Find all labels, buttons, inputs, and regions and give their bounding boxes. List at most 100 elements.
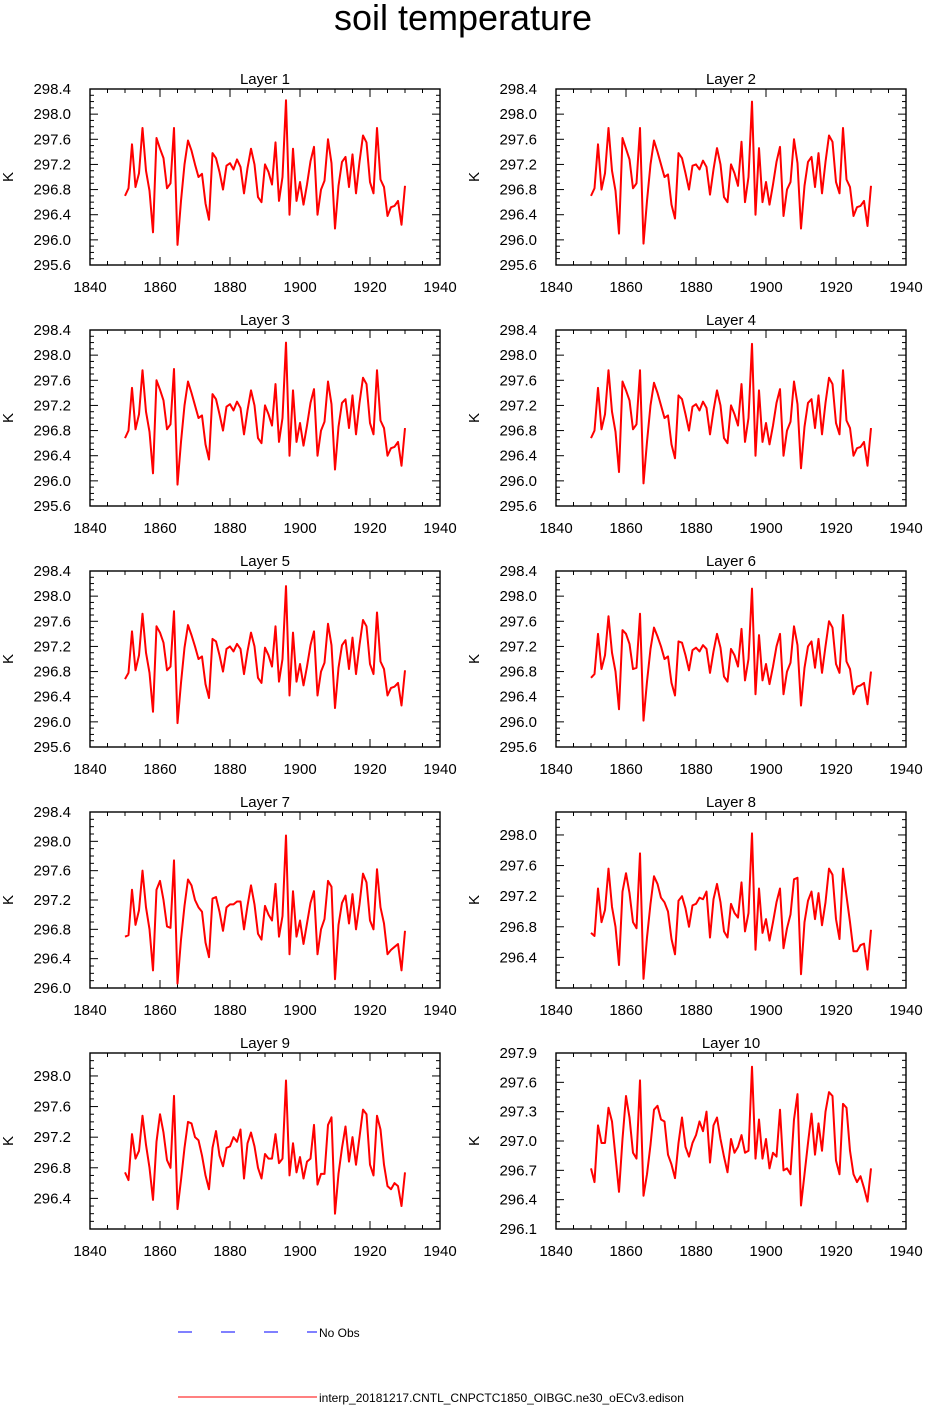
- x-tick-label: 1900: [749, 1243, 782, 1260]
- plot-frame: [89, 811, 441, 989]
- plot-frame: [89, 1052, 441, 1230]
- x-tick-label: 1840: [73, 520, 106, 537]
- chart-panel: Layer 2 K 1840 1860 1880 1900 1920 1940 295.6 296…: [466, 71, 923, 296]
- x-tick-label: 1840: [73, 1243, 106, 1260]
- y-tick-label: 295.6: [33, 739, 71, 756]
- x-tick-label: 1860: [609, 1243, 642, 1260]
- plot-frame: [555, 811, 907, 989]
- y-tick-label: 296.0: [499, 473, 537, 490]
- series-line: [590, 587, 872, 722]
- x-tick-label: 1920: [353, 1002, 386, 1019]
- x-tick-label: 1920: [353, 761, 386, 778]
- x-tick-label: 1900: [749, 279, 782, 296]
- plot-frame: [89, 329, 441, 507]
- x-tick-label: 1880: [679, 279, 712, 296]
- x-tick-label: 1880: [679, 1002, 712, 1019]
- y-tick-label: 297.2: [499, 397, 537, 414]
- series-line: [124, 341, 406, 486]
- y-tick-label: 296.0: [33, 232, 71, 249]
- x-tick-label: 1920: [353, 520, 386, 537]
- x-tick-label: 1940: [889, 520, 922, 537]
- y-axis-label: K: [466, 895, 483, 905]
- y-tick-label: 298.0: [33, 833, 71, 850]
- y-tick-label: 298.4: [33, 804, 71, 821]
- plot-frame: [89, 88, 441, 266]
- panels-group: Layer 1 K 1840 1860 1880 1900 1920 1940 295.6 296…: [0, 71, 923, 1260]
- y-tick-label: 296.8: [33, 664, 71, 681]
- panel-title: Layer 2: [706, 71, 756, 88]
- x-tick-label: 1840: [539, 1002, 572, 1019]
- y-tick-label: 296.8: [499, 423, 537, 440]
- plot-frame: [555, 329, 907, 507]
- x-tick-label: 1880: [679, 761, 712, 778]
- x-tick-label: 1940: [889, 279, 922, 296]
- legend-model-label: interp_20181217.CNTL_CNPCTC1850_OIBGC.ne…: [319, 1391, 684, 1405]
- y-tick-label: 297.6: [33, 863, 71, 880]
- series-line: [590, 342, 872, 485]
- y-tick-label: 298.4: [33, 322, 71, 339]
- x-tick-label: 1880: [213, 761, 246, 778]
- y-tick-label: 298.0: [499, 827, 537, 844]
- y-axis-label: K: [0, 172, 17, 182]
- x-tick-label: 1940: [889, 1243, 922, 1260]
- y-tick-label: 295.6: [33, 498, 71, 515]
- panel-title: Layer 3: [240, 312, 290, 329]
- chart-panel: Layer 6 K 1840 1860 1880 1900 1920 1940 295.6 296…: [466, 553, 923, 778]
- series-line: [590, 1065, 872, 1207]
- y-tick-label: 296.4: [33, 1190, 71, 1207]
- y-axis-label: K: [466, 654, 483, 664]
- legend: No Obs interp_20181217.CNTL_CNPCTC1850_O…: [178, 1326, 684, 1405]
- x-tick-label: 1900: [283, 520, 316, 537]
- x-tick-label: 1840: [539, 520, 572, 537]
- y-tick-label: 298.4: [33, 81, 71, 98]
- y-tick-label: 296.8: [499, 919, 537, 936]
- panel-title: Layer 4: [706, 312, 756, 329]
- y-tick-label: 295.6: [499, 257, 537, 274]
- y-tick-label: 297.6: [499, 1074, 537, 1091]
- y-tick-label: 296.4: [33, 448, 71, 465]
- chart-panel: Layer 10 K 1840 1860 1880 1900 1920 1940 296.1 29…: [466, 1035, 923, 1260]
- x-tick-label: 1900: [749, 1002, 782, 1019]
- y-tick-label: 296.4: [499, 949, 537, 966]
- y-tick-label: 297.2: [33, 1129, 71, 1146]
- y-tick-label: 297.0: [499, 1133, 537, 1150]
- y-tick-label: 298.0: [33, 347, 71, 364]
- y-axis-label: K: [0, 1136, 17, 1146]
- x-tick-label: 1940: [423, 279, 456, 296]
- y-tick-label: 297.3: [499, 1104, 537, 1121]
- y-tick-label: 297.2: [33, 397, 71, 414]
- y-tick-label: 296.0: [33, 980, 71, 997]
- y-tick-label: 298.0: [499, 347, 537, 364]
- plot-frame: [555, 570, 907, 748]
- y-axis-label: K: [466, 172, 483, 182]
- y-tick-label: 298.0: [499, 588, 537, 605]
- y-tick-label: 297.6: [499, 131, 537, 148]
- y-tick-label: 298.4: [499, 563, 537, 580]
- x-tick-label: 1880: [679, 520, 712, 537]
- x-tick-label: 1860: [143, 1002, 176, 1019]
- x-tick-label: 1840: [73, 1002, 106, 1019]
- y-tick-label: 296.4: [33, 689, 71, 706]
- x-tick-label: 1860: [609, 761, 642, 778]
- chart-panel: Layer 8 K 1840 1860 1880 1900 1920 1940 296.4 296…: [466, 794, 923, 1019]
- x-tick-label: 1940: [423, 520, 456, 537]
- x-tick-label: 1860: [143, 279, 176, 296]
- x-tick-label: 1840: [73, 279, 106, 296]
- chart-panel: Layer 1 K 1840 1860 1880 1900 1920 1940 295.6 296…: [0, 71, 457, 296]
- chart-panel: Layer 7 K 1840 1860 1880 1900 1920 1940 296.0 296…: [0, 794, 457, 1019]
- y-tick-label: 298.0: [499, 106, 537, 123]
- y-tick-label: 296.4: [499, 689, 537, 706]
- x-tick-label: 1860: [143, 520, 176, 537]
- y-tick-label: 296.4: [33, 951, 71, 968]
- x-tick-label: 1920: [353, 279, 386, 296]
- chart-panel: Layer 5 K 1840 1860 1880 1900 1920 1940 295.6 296…: [0, 553, 457, 778]
- x-tick-label: 1900: [749, 761, 782, 778]
- y-axis-label: K: [0, 654, 17, 664]
- y-axis-label: K: [0, 895, 17, 905]
- panel-title: Layer 1: [240, 71, 290, 88]
- y-tick-label: 296.4: [499, 448, 537, 465]
- x-tick-label: 1840: [539, 1243, 572, 1260]
- x-tick-label: 1900: [283, 279, 316, 296]
- panel-title: Layer 9: [240, 1035, 290, 1052]
